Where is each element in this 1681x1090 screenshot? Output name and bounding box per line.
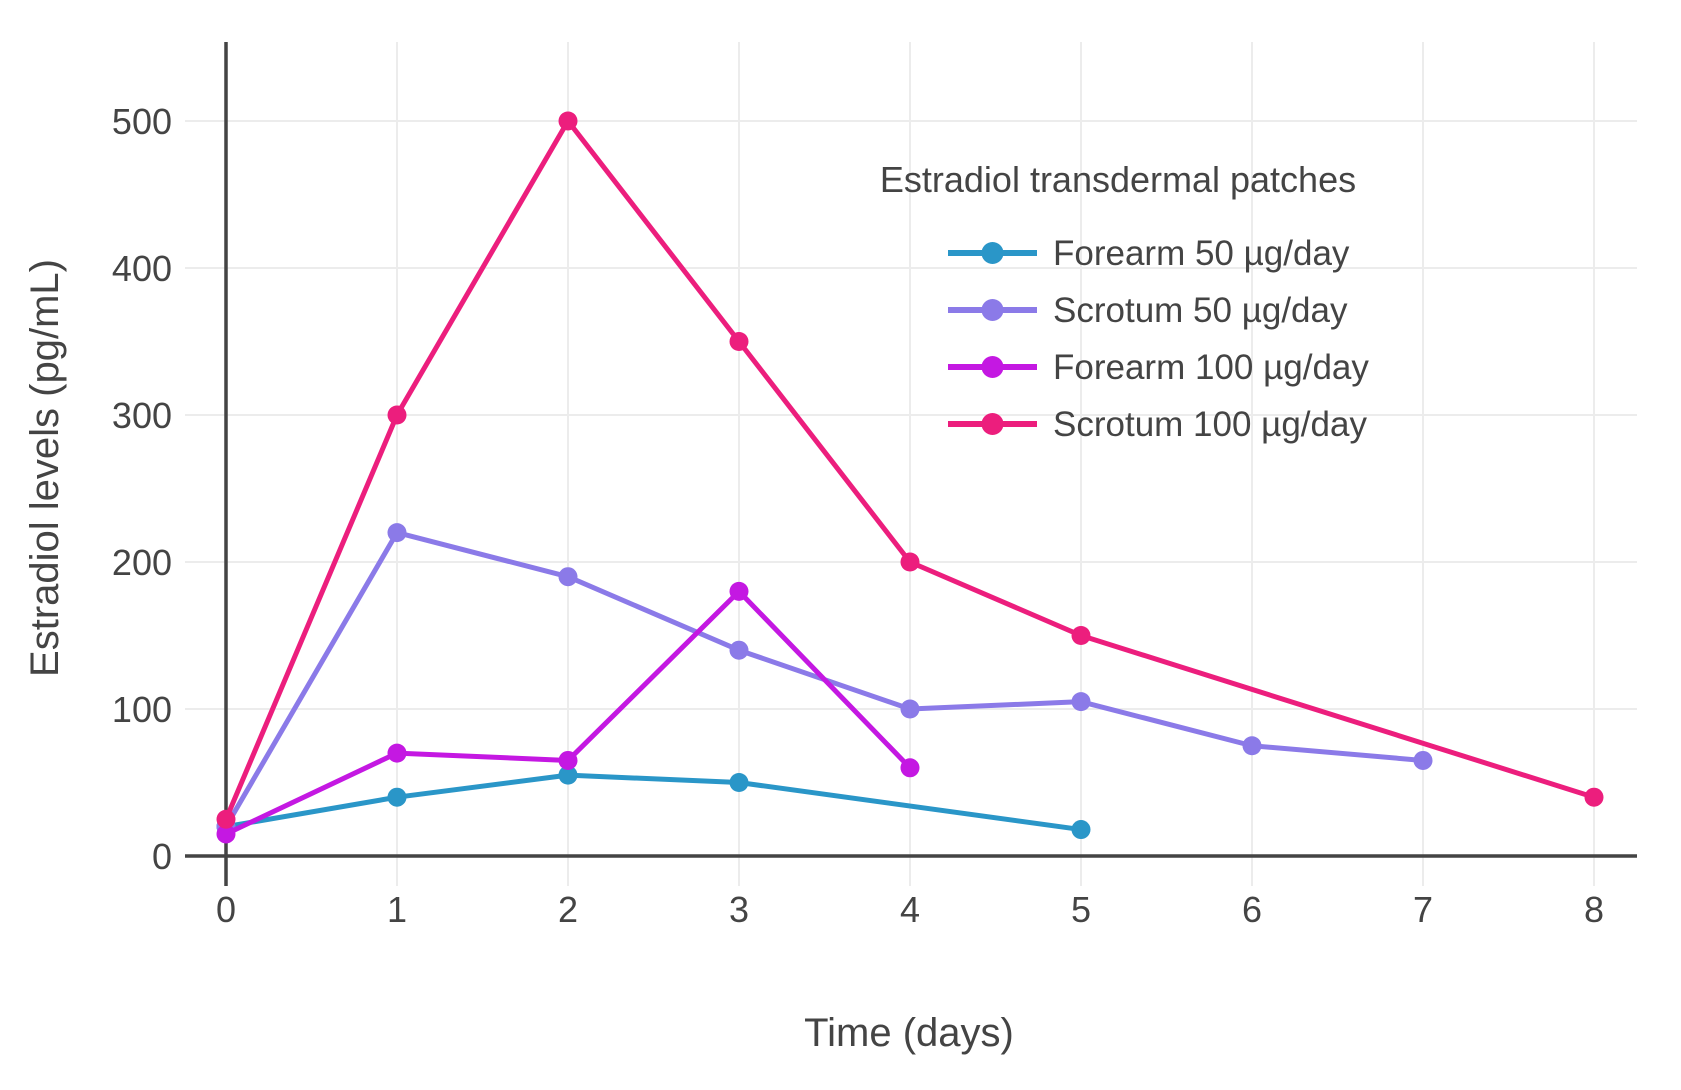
x-tick-label: 7: [1413, 889, 1433, 930]
y-tick-label: 500: [112, 101, 172, 142]
data-point-forearm-100-g-day: [216, 824, 236, 844]
data-point-forearm-100-g-day: [558, 750, 578, 770]
data-point-scrotum-100-g-day: [216, 809, 236, 829]
x-axis-title: Time (days): [804, 1011, 1014, 1055]
data-point-scrotum-100-g-day: [900, 552, 920, 572]
data-point-forearm-50-g-day: [1071, 820, 1091, 840]
data-point-forearm-50-g-day: [558, 765, 578, 785]
data-point-scrotum-50-g-day: [558, 567, 578, 587]
data-point-scrotum-100-g-day: [387, 405, 407, 425]
legend: Estradiol transdermal patches Forearm 50…: [880, 159, 1369, 444]
y-tick-label: 400: [112, 248, 172, 289]
legend-item-label: Scrotum 50 µg/day: [1053, 291, 1348, 330]
series-line-forearm-50-g-day: [223, 772, 1084, 833]
axes: [185, 42, 1637, 886]
x-tick-label: 0: [216, 889, 236, 930]
y-tick-label: 0: [152, 836, 172, 877]
y-tick-label: 200: [112, 542, 172, 583]
x-tick-label: 5: [1071, 889, 1091, 930]
data-point-scrotum-50-g-day: [1071, 692, 1091, 712]
y-tick-label: 100: [112, 689, 172, 730]
x-tick-label: 8: [1584, 889, 1604, 930]
data-point-scrotum-100-g-day: [1584, 787, 1604, 807]
data-point-forearm-100-g-day: [387, 743, 407, 763]
legend-items: Forearm 50 µg/day Scrotum 50 µg/day Forear…: [948, 234, 1369, 444]
x-tick-label: 2: [558, 889, 578, 930]
legend-swatch-dot: [981, 356, 1004, 378]
data-point-scrotum-50-g-day: [1413, 750, 1433, 770]
data-point-scrotum-50-g-day: [1242, 736, 1262, 756]
legend-swatch-dot: [981, 299, 1004, 321]
data-point-forearm-50-g-day: [729, 773, 749, 792]
x-tick-label: 3: [729, 889, 749, 930]
x-tick-label: 4: [900, 889, 920, 930]
data-point-scrotum-100-g-day: [558, 111, 578, 131]
data-point-forearm-100-g-day: [729, 581, 749, 601]
legend-item-label: Forearm 50 µg/day: [1053, 234, 1350, 273]
tick-labels: 0 1 2 3 4 5 6 7 8 0 100 200 300 400 500: [112, 101, 1604, 930]
data-point-scrotum-100-g-day: [1071, 626, 1091, 645]
data-point-scrotum-50-g-day: [729, 640, 749, 660]
data-point-forearm-100-g-day: [900, 758, 920, 778]
legend-row-forearm-50-g-day: Forearm 50 µg/day: [948, 234, 1350, 273]
legend-row-forearm-100-g-day: Forearm 100 µg/day: [948, 348, 1369, 387]
x-tick-label: 1: [387, 889, 407, 930]
x-tick-label: 6: [1242, 889, 1262, 930]
legend-row-scrotum-50-g-day: Scrotum 50 µg/day: [948, 291, 1348, 330]
data-point-scrotum-50-g-day: [387, 523, 407, 543]
legend-swatch-dot: [981, 413, 1004, 435]
data-series: [216, 111, 1604, 844]
legend-row-scrotum-100-g-day: Scrotum 100 µg/day: [948, 405, 1367, 444]
y-axis-title: Estradiol levels (pg/mL): [23, 259, 67, 677]
legend-item-label: Scrotum 100 µg/day: [1053, 405, 1367, 444]
data-point-scrotum-50-g-day: [900, 699, 920, 719]
legend-item-label: Forearm 100 µg/day: [1053, 348, 1369, 387]
legend-title: Estradiol transdermal patches: [880, 159, 1356, 200]
data-point-scrotum-100-g-day: [729, 332, 749, 351]
y-tick-label: 300: [112, 395, 172, 436]
data-point-forearm-50-g-day: [387, 787, 407, 807]
legend-swatch-dot: [981, 242, 1004, 264]
